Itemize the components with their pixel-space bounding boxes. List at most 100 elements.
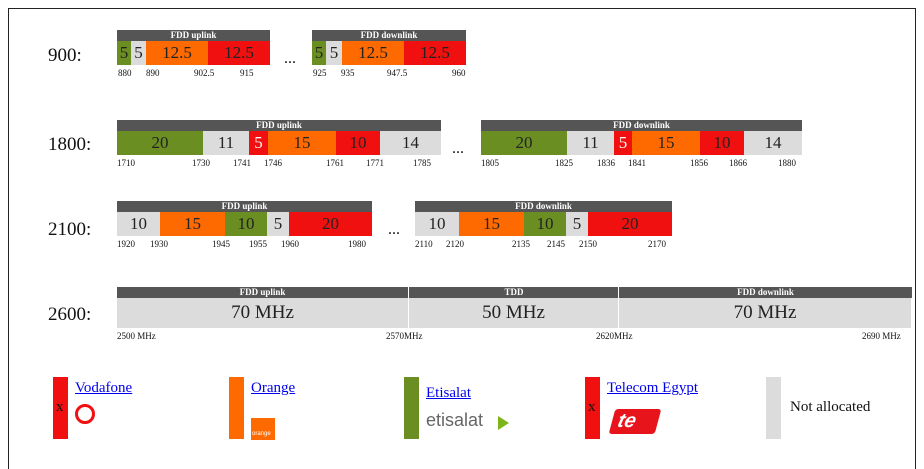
- frequency-tick: 2620MHz: [596, 331, 633, 341]
- segment: 10: [524, 212, 566, 236]
- orange-logo: orange: [251, 418, 275, 440]
- segment: 14: [744, 131, 802, 155]
- segment: 5: [566, 212, 588, 236]
- segment: 70 MHz: [618, 298, 911, 328]
- segment: 5: [614, 131, 632, 155]
- frequency-tick: 2690 MHz: [862, 331, 901, 341]
- legend-swatch: [404, 377, 419, 439]
- segment: 20: [289, 212, 372, 236]
- frequency-tick: 2170: [648, 239, 666, 249]
- segment: 11: [203, 131, 249, 155]
- frequency-tick: 1945: [212, 239, 230, 249]
- legend-link[interactable]: Orange: [251, 380, 296, 396]
- band-label: 2100:: [48, 219, 92, 240]
- segment: 10: [336, 131, 380, 155]
- frequency-tick: 1741: [233, 158, 251, 168]
- legend-link[interactable]: Vodafone: [75, 380, 133, 396]
- frequency-tick: 2150: [579, 239, 597, 249]
- etisalat-logo: etisalat: [426, 410, 484, 430]
- segment: 5: [326, 41, 342, 65]
- frame: [8, 8, 916, 469]
- frequency-tick: 935: [341, 68, 355, 78]
- segment: 12.5: [342, 41, 404, 65]
- frequency-tick: 890: [146, 68, 160, 78]
- segment: 10: [225, 212, 267, 236]
- frequency-tick: 1866: [729, 158, 747, 168]
- block-title: FDD downlink: [481, 120, 802, 131]
- block-title: FDD uplink: [117, 120, 441, 131]
- legend-marker: x: [588, 399, 596, 415]
- frequency-tick: 1805: [481, 158, 499, 168]
- segment: 10: [700, 131, 744, 155]
- separator: ...: [388, 221, 400, 238]
- segment: 14: [380, 131, 441, 155]
- frequency-tick: 1856: [690, 158, 708, 168]
- frequency-tick: 902.5: [194, 68, 215, 78]
- legend-link[interactable]: Etisalat: [426, 385, 471, 401]
- frequency-tick: 1730: [192, 158, 210, 168]
- frequency-tick: 1785: [413, 158, 431, 168]
- frequency-tick: 2135: [512, 239, 530, 249]
- frequency-tick: 880: [118, 68, 132, 78]
- legend-swatch: [53, 377, 68, 439]
- legend-swatch: [229, 377, 244, 439]
- block-title: FDD downlink: [312, 30, 466, 41]
- band-label: 2600:: [48, 304, 92, 325]
- separator: ...: [284, 50, 296, 67]
- legend-label: Not allocated: [790, 399, 871, 415]
- legend-link[interactable]: Telecom Egypt: [607, 380, 699, 396]
- segment: 5: [267, 212, 289, 236]
- logo-text: te: [615, 410, 639, 432]
- band-label: 1800:: [48, 134, 92, 155]
- segment: 20: [117, 131, 203, 155]
- frequency-tick: 2500 MHz: [117, 331, 156, 341]
- frequency-tick: 1841: [628, 158, 646, 168]
- frequency-tick: 1746: [264, 158, 282, 168]
- frequency-tick: 1761: [326, 158, 344, 168]
- segment: 15: [160, 212, 225, 236]
- block-title: FDD uplink: [117, 201, 372, 212]
- frequency-tick: 1710: [117, 158, 135, 168]
- frequency-tick: 947.5: [387, 68, 408, 78]
- vodafone-logo: [75, 404, 95, 424]
- frequency-tick: 1880: [778, 158, 796, 168]
- segment: 12.5: [208, 41, 270, 65]
- block-title: FDD uplink: [117, 287, 408, 298]
- segment: 15: [268, 131, 336, 155]
- frequency-tick: 1930: [150, 239, 168, 249]
- legend-marker: x: [56, 399, 64, 415]
- frequency-tick: 2145: [547, 239, 565, 249]
- frequency-tick: 1960: [281, 239, 299, 249]
- segment: 12.5: [404, 41, 466, 65]
- block-title: FDD downlink: [415, 201, 672, 212]
- segment: 70 MHz: [117, 298, 408, 328]
- frequency-tick: 1771: [366, 158, 384, 168]
- te-logo: te: [608, 409, 662, 434]
- block-title: FDD uplink: [117, 30, 270, 41]
- frequency-tick: 2570MHz: [386, 331, 423, 341]
- segment: 11: [567, 131, 614, 155]
- segment: 50 MHz: [408, 298, 618, 328]
- band-label: 900:: [48, 45, 82, 66]
- frequency-tick: 1825: [555, 158, 573, 168]
- frequency-tick: 1955: [249, 239, 267, 249]
- frequency-tick: 1980: [348, 239, 366, 249]
- segment: 5: [131, 41, 146, 65]
- frequency-tick: 915: [240, 68, 254, 78]
- frequency-tick: 925: [313, 68, 327, 78]
- frequency-tick: 960: [452, 68, 466, 78]
- block-title: FDD downlink: [618, 287, 912, 298]
- segment: 10: [117, 212, 160, 236]
- segment: 15: [459, 212, 524, 236]
- frequency-tick: 1836: [597, 158, 615, 168]
- segment: 5: [117, 41, 131, 65]
- separator: ...: [452, 140, 464, 157]
- block-title: TDD: [408, 287, 619, 298]
- segment: 15: [632, 131, 700, 155]
- legend-swatch: [766, 377, 781, 439]
- frequency-tick: 1920: [117, 239, 135, 249]
- segment: 10: [415, 212, 459, 236]
- etisalat-mark: [498, 416, 509, 430]
- segment: 12.5: [146, 41, 208, 65]
- frequency-tick: 2110: [415, 239, 433, 249]
